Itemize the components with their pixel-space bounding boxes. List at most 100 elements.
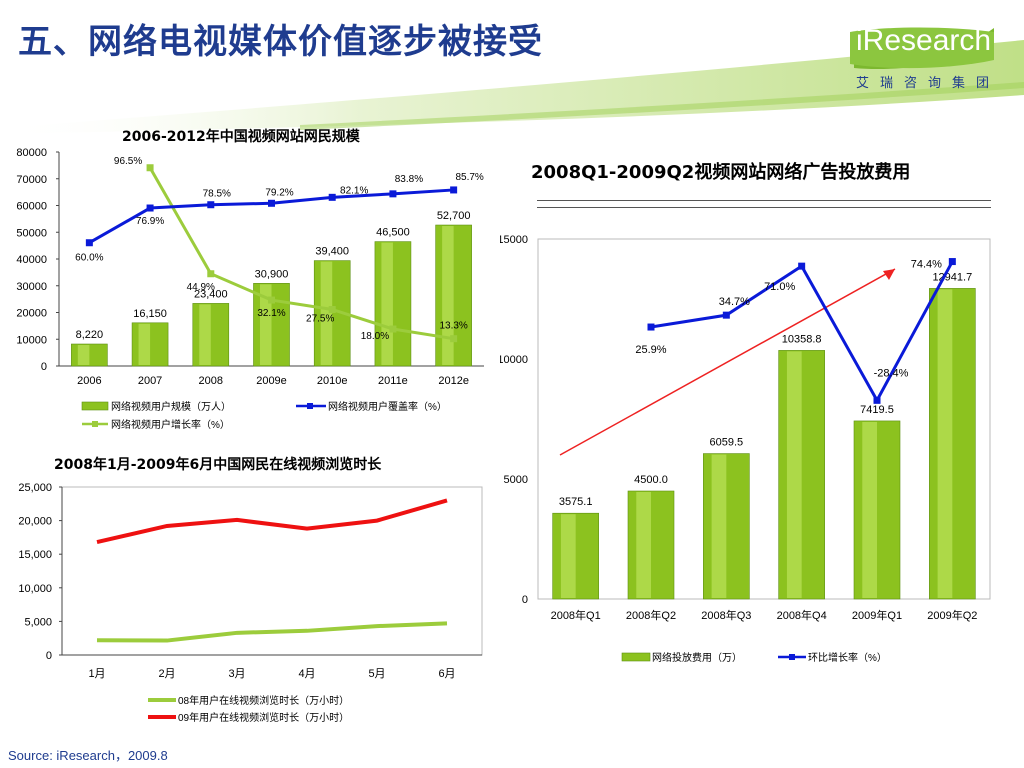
bar-label: 8,220: [76, 329, 104, 341]
bar-label: 3575.1: [559, 496, 593, 508]
y-tick-label: 10000: [500, 354, 528, 366]
coverage-point: [146, 204, 154, 212]
legend-point-qoq: [789, 654, 795, 660]
x-tick-label: 2008年Q2: [626, 608, 676, 622]
chart-users: 0 10000 20000 30000 40000 50000 60000 70000 8000…: [16, 147, 484, 431]
coverage-label: 83.8%: [395, 174, 423, 185]
bar-users-2006: [71, 343, 108, 367]
bar-adspend-1: [627, 490, 675, 600]
y-tick-label: 30000: [16, 281, 47, 293]
bar-label: 39,400: [315, 246, 349, 258]
x-tick-label: 2009e: [256, 375, 287, 387]
x-tick-label: 4月: [298, 668, 315, 680]
y-tick-label: 10000: [16, 334, 47, 346]
legend-swatch-users-bar: [81, 401, 109, 411]
y-tick-label: 25,000: [18, 482, 52, 494]
logo-subtitle: 艾瑞咨询集团: [856, 76, 1001, 91]
source-note: Source: iResearch，2009.8: [8, 748, 168, 763]
qoq-point: [873, 396, 881, 404]
qoq-label: -28.4%: [874, 367, 909, 379]
y-tick-label: 70000: [16, 174, 47, 186]
growth-point: [450, 335, 458, 343]
duration-line-0: [96, 621, 448, 643]
duration-line-1: [96, 498, 448, 545]
chart-duration: 0 5,000 10,000 15,000 20,000 25,000 1月 2月 3月 4月 5月…: [18, 482, 483, 724]
bar-users-2008: [192, 303, 230, 367]
y-tick-label: 60000: [16, 201, 47, 213]
legend-label-spend: 网络投放费用（万）: [652, 651, 742, 664]
x-tick-label: 2012e: [438, 375, 469, 387]
coverage-point: [389, 190, 397, 198]
chart-duration-title: 2008年1月-2009年6月中国网民在线视频浏览时长: [54, 457, 382, 473]
bar-label: 10358.8: [782, 333, 822, 345]
qoq-label: 74.4%: [911, 259, 942, 271]
coverage-label: 85.7%: [455, 172, 483, 183]
y-tick-label: 20000: [16, 308, 47, 320]
y-tick-label: 40000: [16, 254, 47, 266]
bar-label: 46,500: [376, 227, 410, 239]
growth-label: 13.3%: [439, 321, 467, 332]
growth-label: 32.1%: [257, 308, 285, 319]
bar-label: 30,900: [255, 268, 289, 280]
qoq-point: [948, 258, 956, 266]
growth-point: [389, 325, 397, 333]
growth-label: 18.0%: [361, 331, 389, 342]
legend-point-growth: [92, 421, 98, 427]
x-tick-label: 5月: [368, 668, 385, 680]
logo-swoosh: [850, 27, 994, 70]
x-tick-label: 2008年Q3: [701, 608, 751, 622]
qoq-label: 71.0%: [764, 281, 795, 293]
growth-point: [268, 296, 275, 304]
growth-point: [328, 306, 336, 314]
bar-label: 23,400: [194, 288, 228, 300]
coverage-point: [328, 193, 336, 201]
y-tick-label: 5000: [504, 474, 528, 486]
bar-adspend-3: [778, 350, 825, 600]
legend-label-qoq: 环比增长率（%）: [808, 651, 887, 664]
bar-adspend-4: [853, 420, 901, 600]
coverage-label: 76.9%: [136, 216, 164, 227]
y-tick-label: 10,000: [18, 583, 52, 595]
x-tick-label: 2月: [158, 668, 175, 680]
y-tick-label: 0: [41, 361, 47, 373]
legend-swatch-spend: [621, 652, 651, 662]
bar-adspend-2: [703, 453, 750, 600]
bar-label: 16,150: [133, 308, 167, 320]
x-tick-label: 2006: [77, 375, 101, 387]
chart-users-title: 2006-2012年中国视频网站网民规模: [122, 129, 360, 145]
growth-point: [146, 164, 154, 172]
y-tick-label: 15,000: [18, 549, 52, 561]
bar-users-2012e: [435, 224, 472, 367]
legend-label-growth: 网络视频用户增长率（%）: [111, 418, 230, 431]
legend-label-coverage: 网络视频用户覆盖率（%）: [328, 400, 447, 413]
plot-frame: [537, 238, 991, 600]
legend-label-users-bar: 网络视频用户规模（万人）: [111, 400, 231, 413]
coverage-point: [268, 199, 275, 207]
coverage-point: [85, 239, 93, 247]
y-tick-label: 5,000: [24, 616, 52, 628]
coverage-point: [450, 186, 458, 194]
coverage-point: [207, 201, 215, 209]
bar-label: 12941.7: [932, 271, 972, 283]
legend-label-09: 09年用户在线视频浏览时长（万小时）: [178, 711, 349, 724]
bar-label: 4500.0: [634, 474, 668, 486]
x-tick-label: 2009年Q2: [927, 608, 977, 622]
y-tick-label: 0: [522, 594, 528, 606]
growth-line: [148, 167, 454, 341]
x-tick-label: 2007: [138, 375, 162, 387]
bar-users-2007: [131, 322, 169, 367]
chart-adspend: 0 5000 10000 15000 3575.1 2008年Q1 4500.0 2008年Q…: [500, 234, 991, 664]
y-tick-label: 0: [46, 650, 52, 662]
growth-label: 44.9%: [187, 282, 215, 293]
x-tick-label: 3月: [228, 668, 245, 680]
trend-arrow: [559, 268, 896, 456]
logo-brand: iResearch: [856, 24, 992, 57]
y-tick-label: 15000: [500, 234, 528, 246]
coverage-label: 79.2%: [265, 187, 293, 198]
coverage-label: 60.0%: [75, 253, 103, 264]
qoq-point: [647, 323, 655, 331]
x-tick-label: 2008年Q4: [777, 608, 827, 622]
bar-label: 6059.5: [710, 437, 744, 449]
trend-arrow-head: [883, 269, 895, 280]
